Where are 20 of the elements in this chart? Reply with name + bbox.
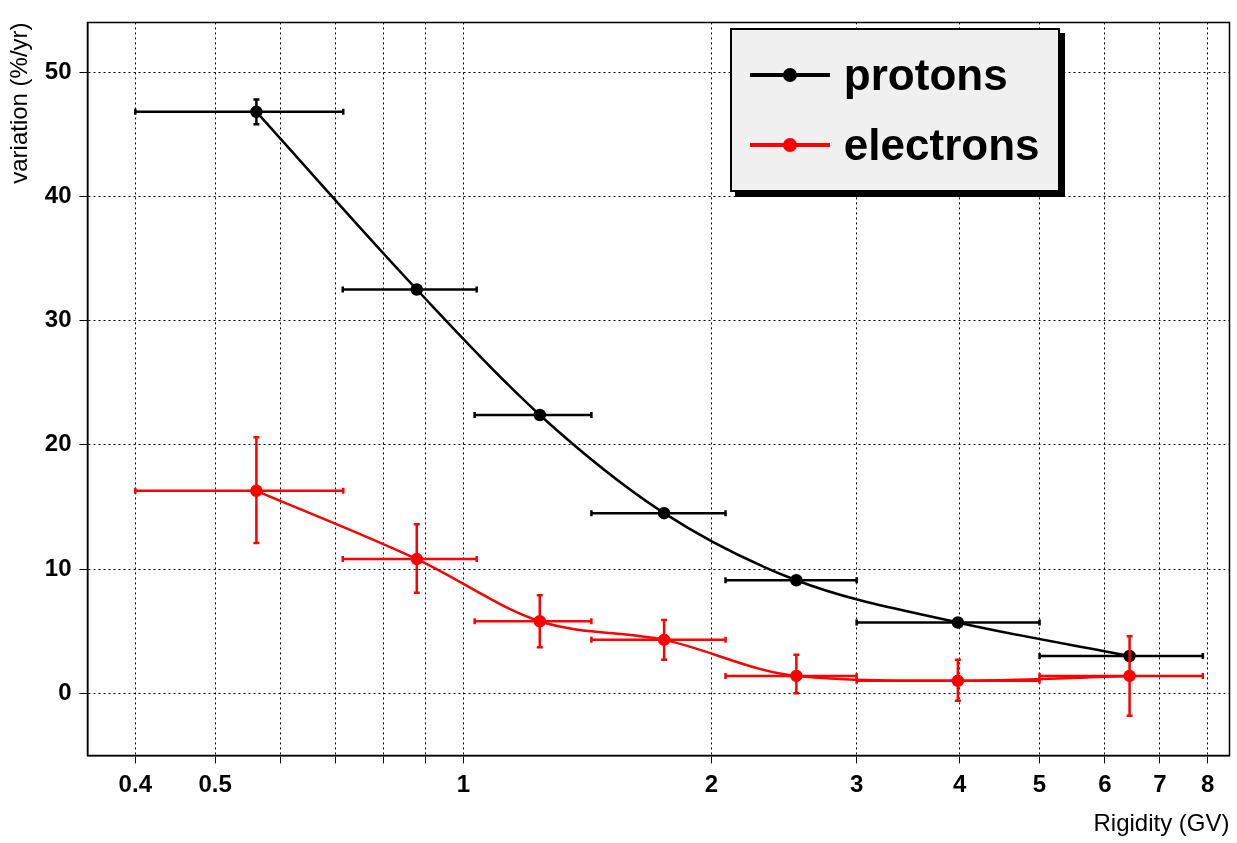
x-tick-label: 7 (1153, 770, 1167, 798)
y-tick-label: 50 (44, 56, 72, 84)
x-tick-label: 5 (1032, 770, 1047, 798)
y-axis-title: variation (%/yr) (5, 22, 33, 184)
x-axis-title: Rigidity (GV) (1093, 809, 1230, 837)
y-tick-label: 40 (44, 180, 72, 208)
y-tick-label: 0 (58, 677, 72, 705)
x-tick-label: 2 (704, 770, 719, 798)
y-tick-label: 30 (44, 305, 72, 333)
x-tick-label: 8 (1201, 770, 1215, 798)
legend-label: electrons (843, 120, 1040, 171)
y-tick-label: 20 (44, 429, 72, 457)
x-tick-label: 0.4 (118, 770, 153, 798)
x-tick-label: 0.5 (198, 770, 232, 798)
x-tick-label: 1 (456, 770, 471, 798)
legend-label: protons (843, 50, 1008, 101)
y-tick-label: 10 (44, 553, 72, 581)
x-tick-label: 3 (849, 770, 864, 798)
x-tick-label: 4 (952, 770, 967, 798)
x-tick-label: 6 (1098, 770, 1112, 798)
